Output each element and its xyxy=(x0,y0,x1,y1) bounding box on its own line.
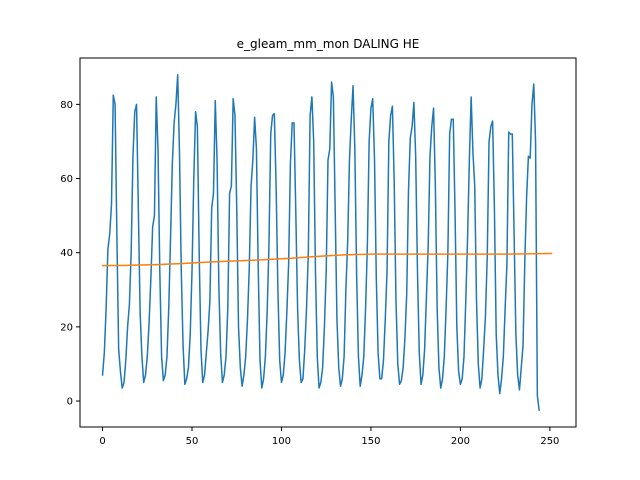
chart-title: e_gleam_mm_mon DALING HE xyxy=(237,37,420,51)
y-tick-label: 80 xyxy=(60,100,73,111)
x-tick-label: 50 xyxy=(186,436,199,447)
y-tick-label: 60 xyxy=(60,174,73,185)
x-tick-label: 0 xyxy=(99,436,105,447)
x-tick-label: 150 xyxy=(361,436,380,447)
x-tick-label: 100 xyxy=(272,436,291,447)
x-tick-label: 250 xyxy=(540,436,559,447)
y-tick-label: 0 xyxy=(67,397,73,408)
series-line-1 xyxy=(101,73,540,412)
x-tick-label: 200 xyxy=(451,436,470,447)
x-axis: 0 50 100 150 200 250 xyxy=(99,427,559,447)
y-axis: 0 20 40 60 80 xyxy=(60,100,80,408)
y-tick-label: 20 xyxy=(60,322,73,333)
series-line-2 xyxy=(101,252,553,267)
y-tick-label: 40 xyxy=(60,248,73,259)
plot-area xyxy=(79,57,577,428)
series-layer xyxy=(101,73,553,412)
